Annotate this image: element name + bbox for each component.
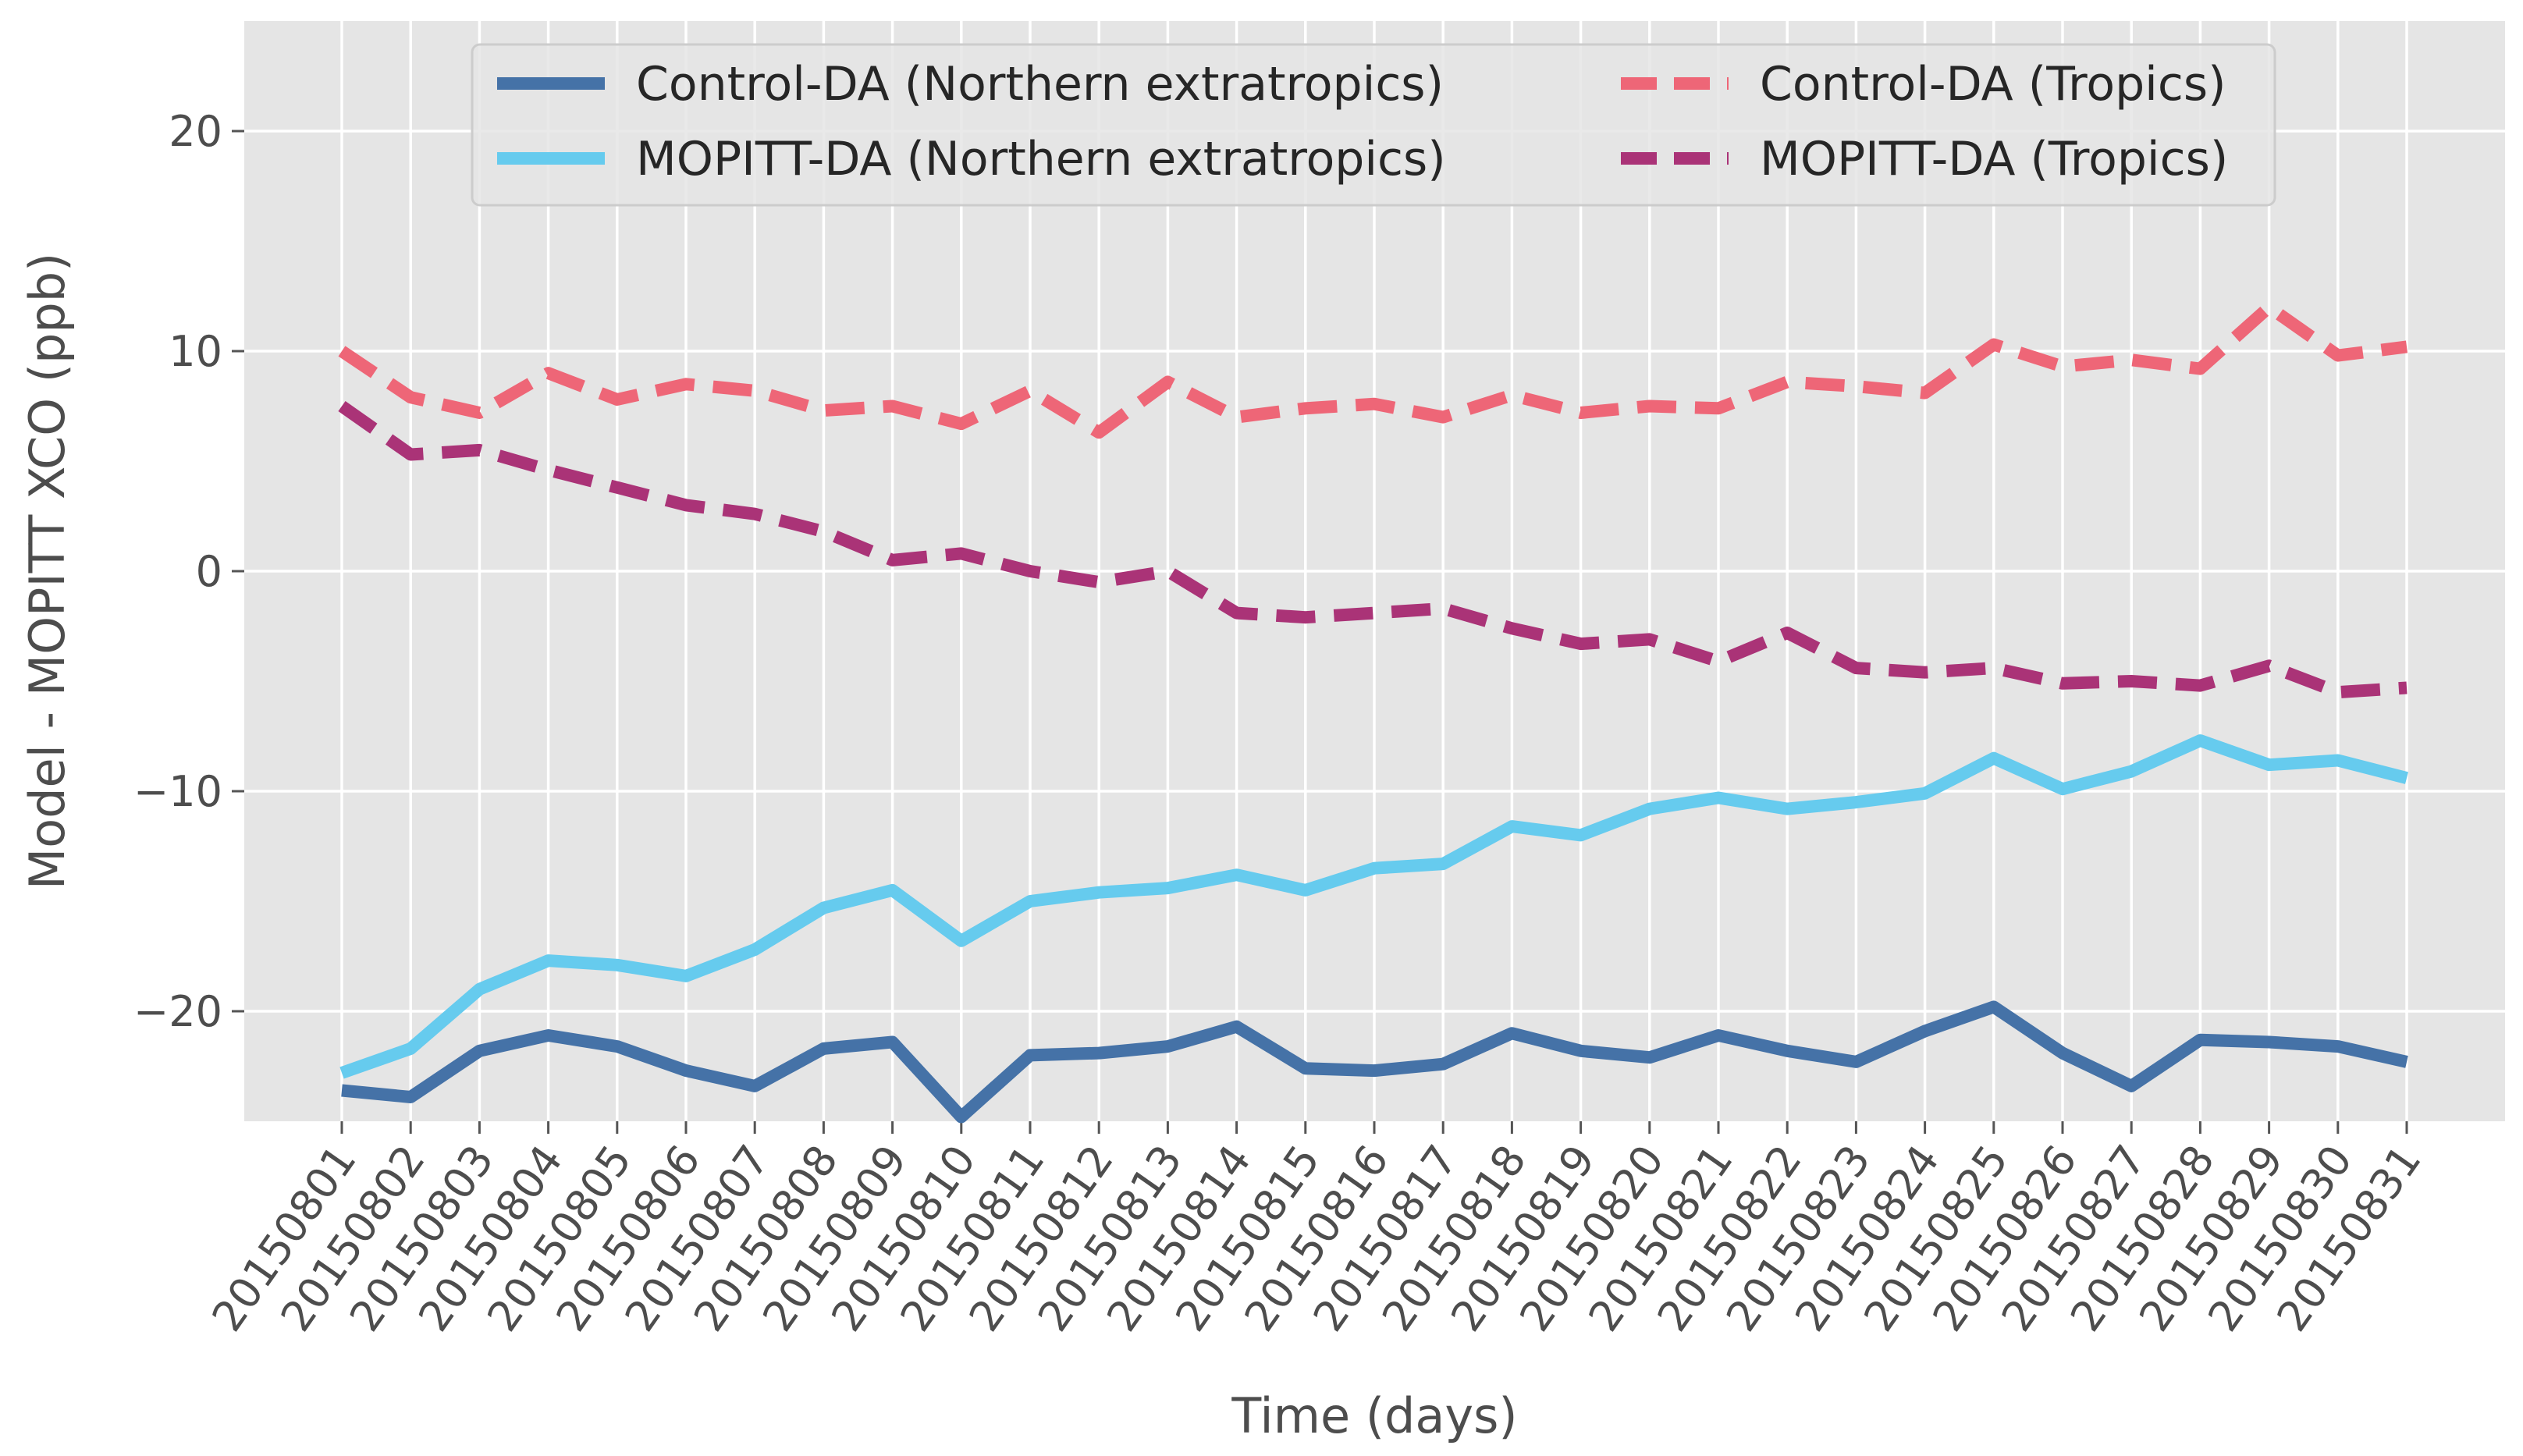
- legend: Control-DA (Northern extratropics) MOPITT…: [471, 43, 2276, 207]
- legend-box: [471, 43, 2276, 207]
- y-tick-label: 10: [169, 327, 222, 376]
- series-line-4: [338, 400, 2408, 699]
- x-axis-title: Time (days): [1231, 1387, 1517, 1444]
- legend-label-1: Control-DA (Northern extratropics): [636, 57, 1444, 112]
- y-tick-label: 20: [169, 107, 222, 156]
- series-line-1: [341, 1000, 2408, 1124]
- y-axis-title: Model - MOPITT XCO (ppb): [19, 253, 76, 890]
- series-line-3: [338, 300, 2408, 439]
- legend-label-4: MOPITT-DA (Tropics): [1760, 132, 2228, 186]
- legend-label-2: MOPITT-DA (Northern extratropics): [636, 132, 1446, 186]
- y-axis: −20 −10 0 10 20: [133, 107, 244, 1036]
- series-group: [338, 300, 2408, 1124]
- y-tick-label: −10: [133, 767, 222, 816]
- series-line-2: [339, 734, 2408, 1079]
- y-tick-label: 0: [196, 547, 222, 596]
- y-tick-label: −20: [133, 987, 222, 1036]
- legend-label-3: Control-DA (Tropics): [1760, 57, 2226, 112]
